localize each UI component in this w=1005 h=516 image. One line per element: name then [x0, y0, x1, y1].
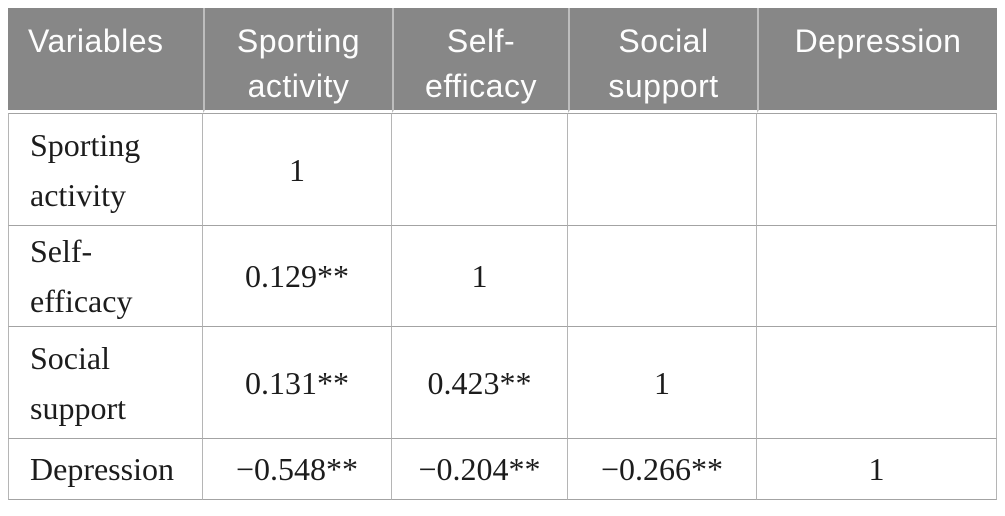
- table-cell: −0.548**: [203, 439, 392, 500]
- table-cell: 1: [757, 439, 997, 500]
- table-footnote: **p < 0.01 (two-tailed test).: [10, 512, 997, 516]
- table-cell: [568, 113, 757, 226]
- table-cell: 1: [392, 226, 568, 327]
- row-label-self-efficacy: Self-efficacy: [8, 226, 203, 327]
- table-cell: 0.423**: [392, 327, 568, 439]
- column-header-self-efficacy: Self-efficacy: [392, 8, 568, 113]
- correlation-table: Variables Sporting activity Self-efficac…: [8, 8, 997, 500]
- p-value-symbol: p: [36, 513, 49, 516]
- column-header-depression: Depression: [757, 8, 997, 113]
- table-cell: [757, 327, 997, 439]
- table-row: Sporting activity 1: [8, 113, 997, 226]
- column-header-variables: Variables: [8, 8, 203, 113]
- table-cell: 0.131**: [203, 327, 392, 439]
- table-header-row: Variables Sporting activity Self-efficac…: [8, 8, 997, 113]
- significance-marker: **: [10, 513, 36, 516]
- table-cell: −0.266**: [568, 439, 757, 500]
- table-cell: 1: [203, 113, 392, 226]
- row-label-social-support: Social support: [8, 327, 203, 439]
- table-cell: 1: [568, 327, 757, 439]
- table-cell: [392, 113, 568, 226]
- column-header-social-support: Social support: [568, 8, 757, 113]
- row-label-depression: Depression: [8, 439, 203, 500]
- table-cell: 0.129**: [203, 226, 392, 327]
- column-header-sporting-activity: Sporting activity: [203, 8, 392, 113]
- footnote-text: < 0.01 (two-tailed test).: [49, 513, 301, 516]
- row-label-sporting-activity: Sporting activity: [8, 113, 203, 226]
- table-cell: [568, 226, 757, 327]
- table-row: Social support 0.131** 0.423** 1: [8, 327, 997, 439]
- table-row: Depression −0.548** −0.204** −0.266** 1: [8, 439, 997, 500]
- table-cell: −0.204**: [392, 439, 568, 500]
- table-cell: [757, 226, 997, 327]
- table-cell: [757, 113, 997, 226]
- table-row: Self-efficacy 0.129** 1: [8, 226, 997, 327]
